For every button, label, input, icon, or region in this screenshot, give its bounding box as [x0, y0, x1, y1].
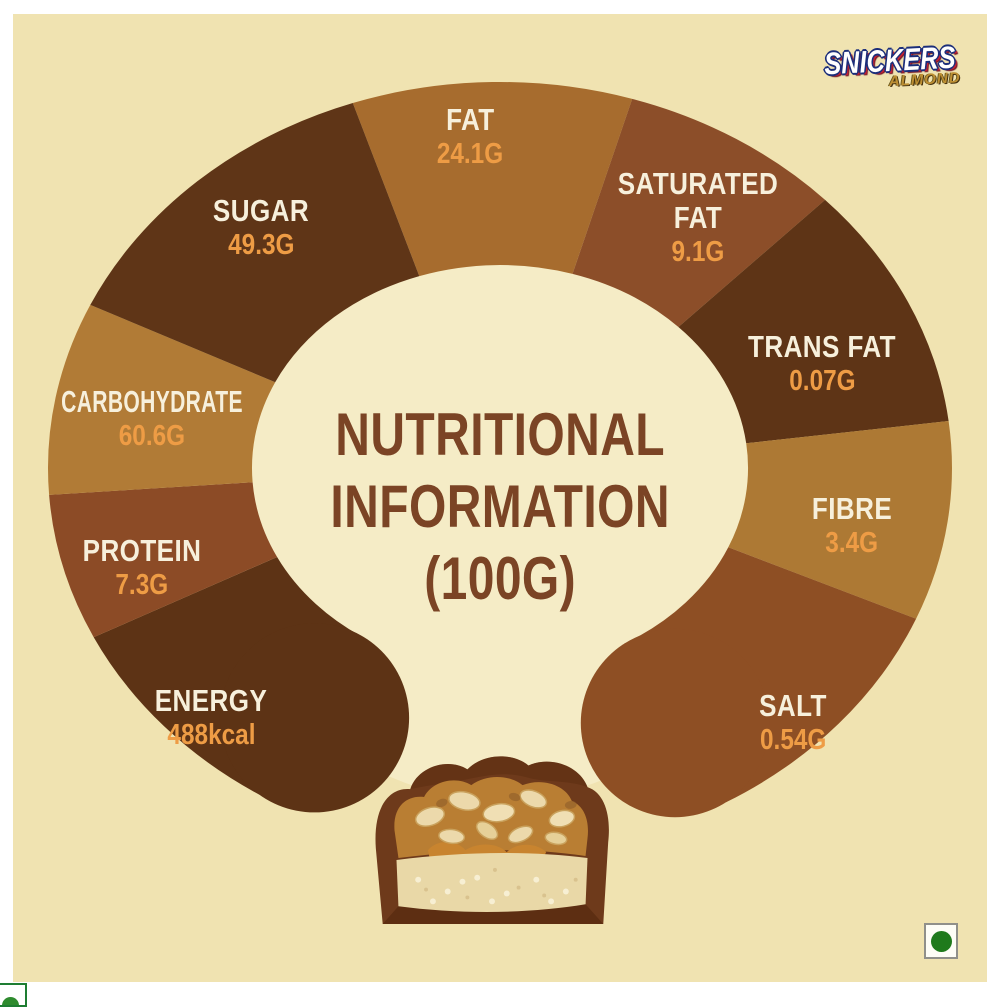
corner-image-placeholder-shape	[2, 997, 19, 1005]
segment-name-fat: FAT	[445, 102, 495, 137]
segment-label-trans-fat: TRANS FAT 0.07G	[734, 329, 910, 398]
segment-name-carbohydrate: CARBOHYDRATE	[61, 384, 243, 419]
snickers-bar-cross-section-image	[375, 756, 609, 924]
vegetarian-mark	[924, 923, 958, 959]
segment-value-carbohydrate: 60.6G	[118, 420, 186, 452]
segment-name-salt: SALT	[759, 688, 827, 723]
ring-segment-cap-energy	[219, 623, 410, 813]
segment-label-saturated-fat: SATURATED FAT 9.1G	[602, 166, 793, 269]
segment-value-fat: 24.1G	[436, 138, 504, 170]
segment-label-fibre: FIBRE 3.4G	[804, 491, 900, 560]
ring-segment-saturated-fat	[572, 98, 826, 328]
segment-label-sugar: SUGAR 49.3G	[204, 193, 318, 262]
ring-segment-carbohydrate	[47, 304, 276, 495]
segment-name-saturated-fat: SATURATED FAT	[617, 166, 779, 235]
ring-segment-trans-fat	[678, 199, 949, 444]
segment-label-protein: PROTEIN 7.3G	[71, 533, 212, 602]
segment-name-trans-fat: TRANS FAT	[748, 329, 896, 364]
chart-center-title-text: NUTRITIONAL INFORMATION (100G)	[330, 401, 670, 612]
segment-name-fibre: FIBRE	[811, 491, 893, 526]
segment-label-fat: FAT 24.1G	[431, 102, 510, 171]
segment-label-energy: ENERGY 488kcal	[144, 683, 278, 752]
segment-label-salt: SALT 0.54G	[753, 688, 834, 757]
segment-name-sugar: SUGAR	[212, 193, 310, 228]
segment-label-carbohydrate: CARBOHYDRATE 60.6G	[18, 384, 285, 453]
segment-value-saturated-fat: 9.1G	[671, 236, 725, 268]
segment-value-sugar: 49.3G	[227, 229, 295, 261]
segment-value-salt: 0.54G	[759, 724, 827, 756]
chart-center-title: NUTRITIONAL INFORMATION (100G)	[0, 399, 1000, 615]
segment-value-trans-fat: 0.07G	[788, 365, 856, 397]
segment-value-protein: 7.3G	[115, 569, 169, 601]
snickers-logo: SNICKERS ALMOND	[809, 40, 971, 94]
ring-segment-protein	[49, 482, 278, 638]
segment-name-protein: PROTEIN	[82, 533, 202, 568]
segment-value-fibre: 3.4G	[825, 527, 879, 559]
ring-segment-sugar	[90, 103, 420, 383]
vegetarian-dot-icon	[930, 930, 952, 952]
corner-image-placeholder-icon	[0, 983, 27, 1007]
segment-value-energy: 488kcal	[166, 719, 256, 751]
ring-segment-fibre	[728, 421, 952, 619]
segment-name-energy: ENERGY	[154, 683, 268, 718]
ring-segment-cap-salt	[580, 628, 770, 818]
ring-segment-fat	[352, 81, 633, 277]
